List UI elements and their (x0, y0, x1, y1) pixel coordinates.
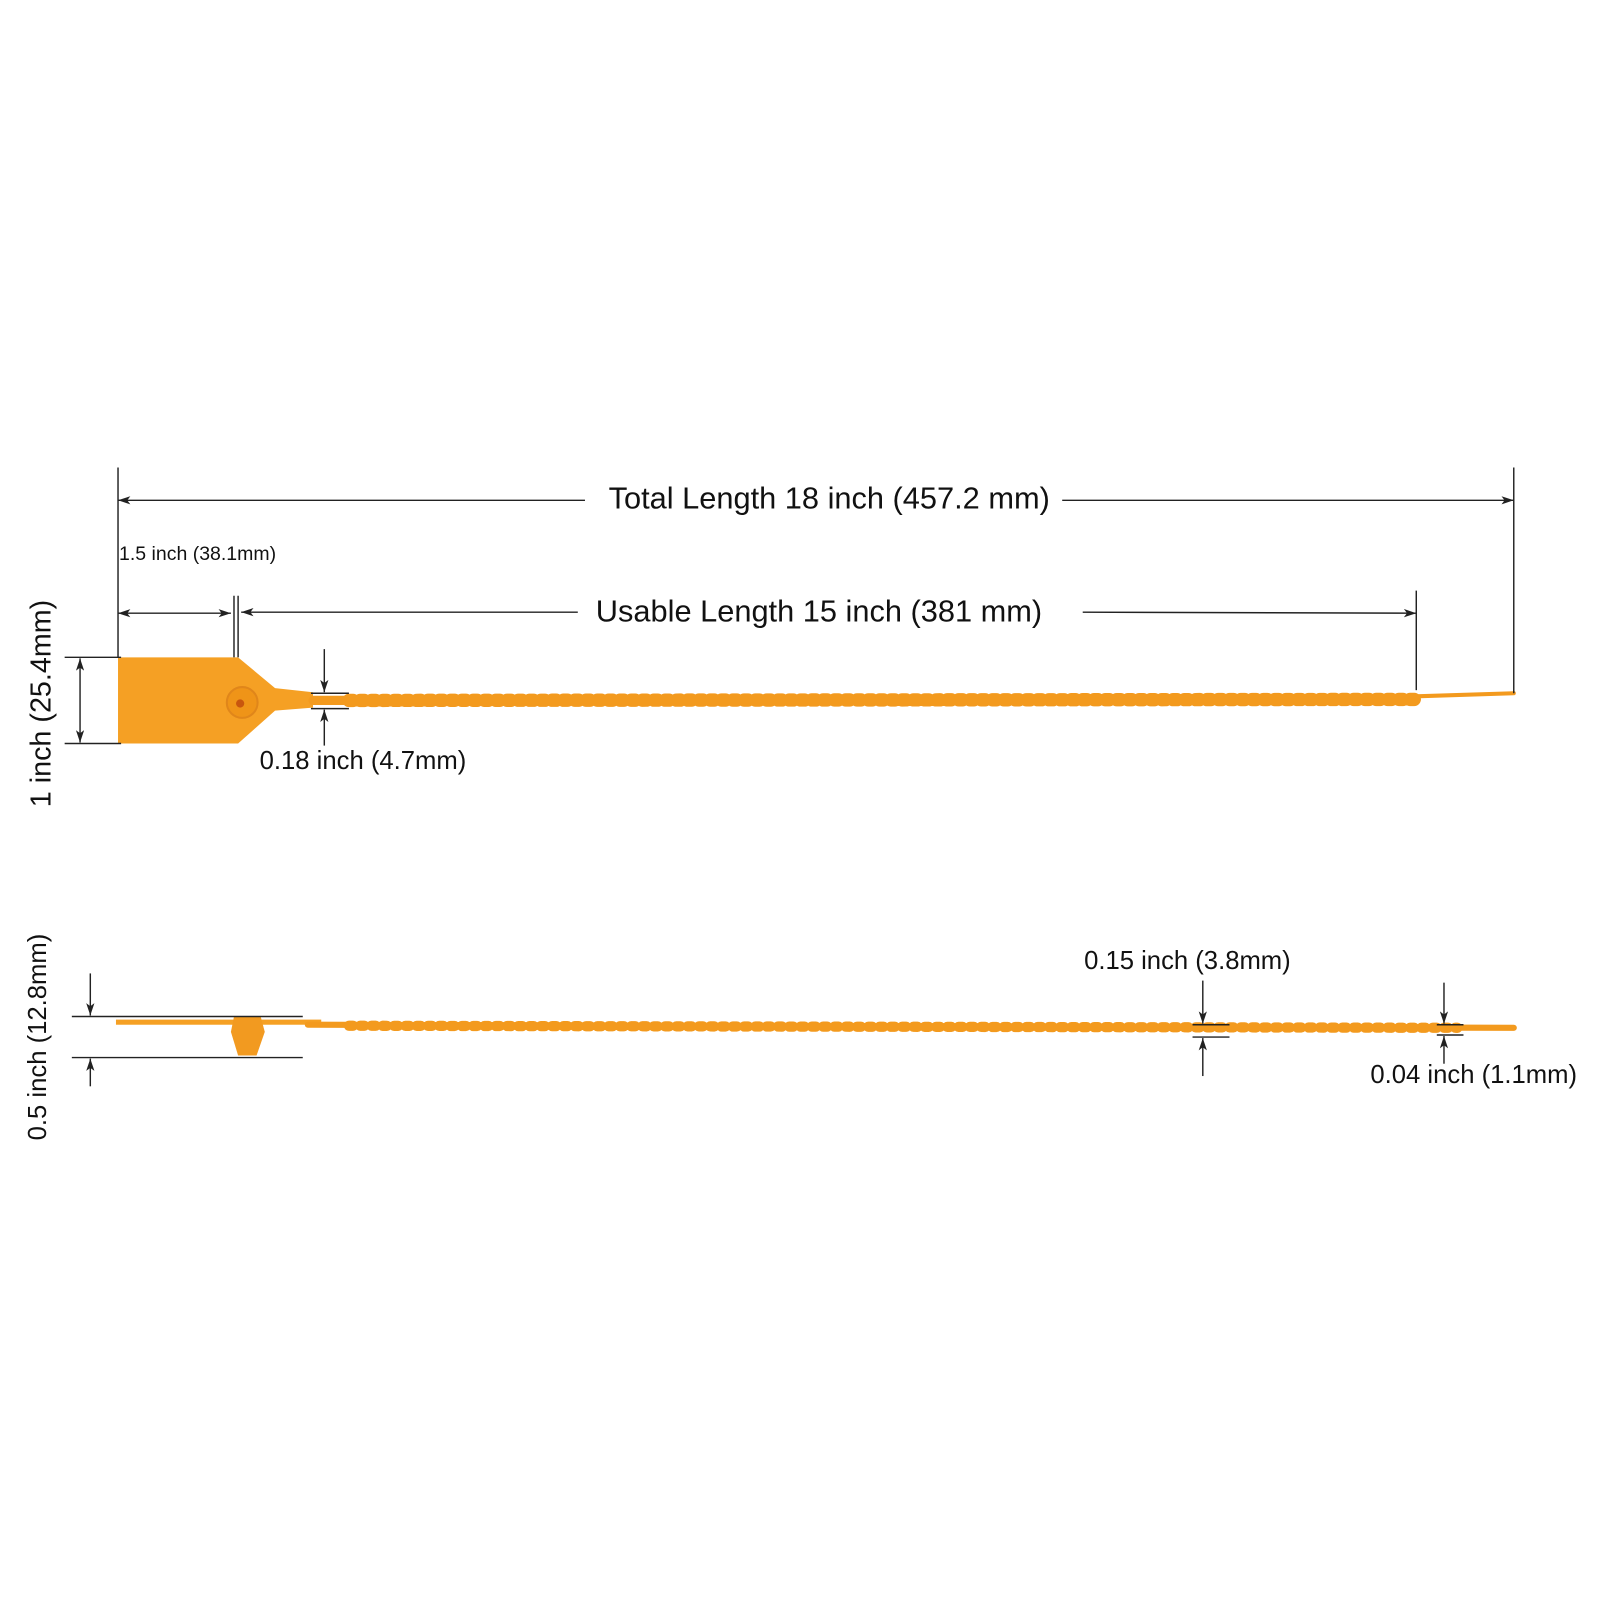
usable-length-label: Usable Length 15 inch (381 mm) (596, 593, 1042, 628)
tag-height-dimension: 1 inch (25.4mm) (26, 600, 122, 807)
side-height-dimension: 0.5 inch (12.8mm) (24, 934, 303, 1141)
side-height-label: 0.5 inch (12.8mm) (24, 934, 52, 1141)
tail-width-dimension: 0.18 inch (4.7mm) (260, 649, 467, 775)
seal-side (115, 1016, 1517, 1056)
total-length-dimension: Total Length 18 inch (457.2 mm) (117, 467, 1515, 694)
total-length-label: Total Length 18 inch (457.2 mm) (609, 480, 1050, 515)
seal-top (118, 657, 1516, 744)
tip-width-dimension: 0.04 inch (1.1mm) (1370, 982, 1577, 1089)
strap-width-label: 0.15 inch (3.8mm) (1084, 947, 1291, 975)
tag-length-label: 1.5 inch (38.1mm) (119, 543, 276, 565)
tag-height-label: 1 inch (25.4mm) (26, 600, 58, 807)
usable-length-dimension: Usable Length 15 inch (381 mm) (241, 590, 1417, 691)
tail-width-label: 0.18 inch (4.7mm) (260, 747, 467, 775)
strap-width-dimension: 0.15 inch (3.8mm) (1084, 947, 1291, 1077)
tag-length-dimension: 1.5 inch (38.1mm) (118, 543, 276, 658)
tip-width-label: 0.04 inch (1.1mm) (1370, 1061, 1577, 1089)
